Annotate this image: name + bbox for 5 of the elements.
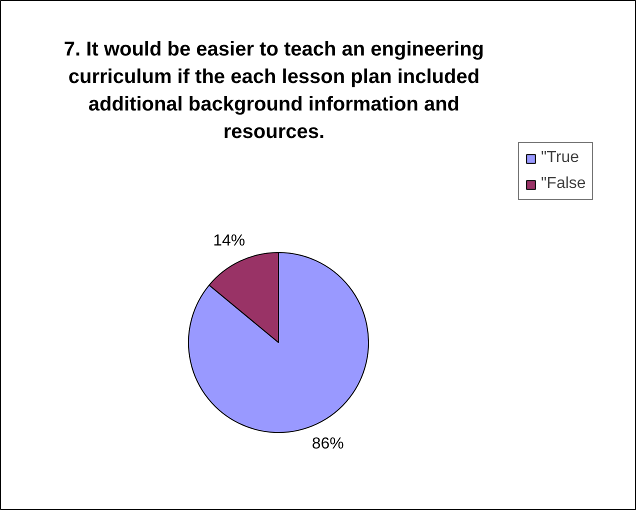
chart-title: 7. It would be easier to teach an engineering curriculum if the each lesson plan included additional background information and resources. [64, 38, 484, 143]
legend-label: "True [541, 149, 579, 167]
data-label: 14% [213, 232, 246, 250]
legend-label: "False [541, 175, 586, 193]
data-label: 86% [312, 435, 344, 452]
